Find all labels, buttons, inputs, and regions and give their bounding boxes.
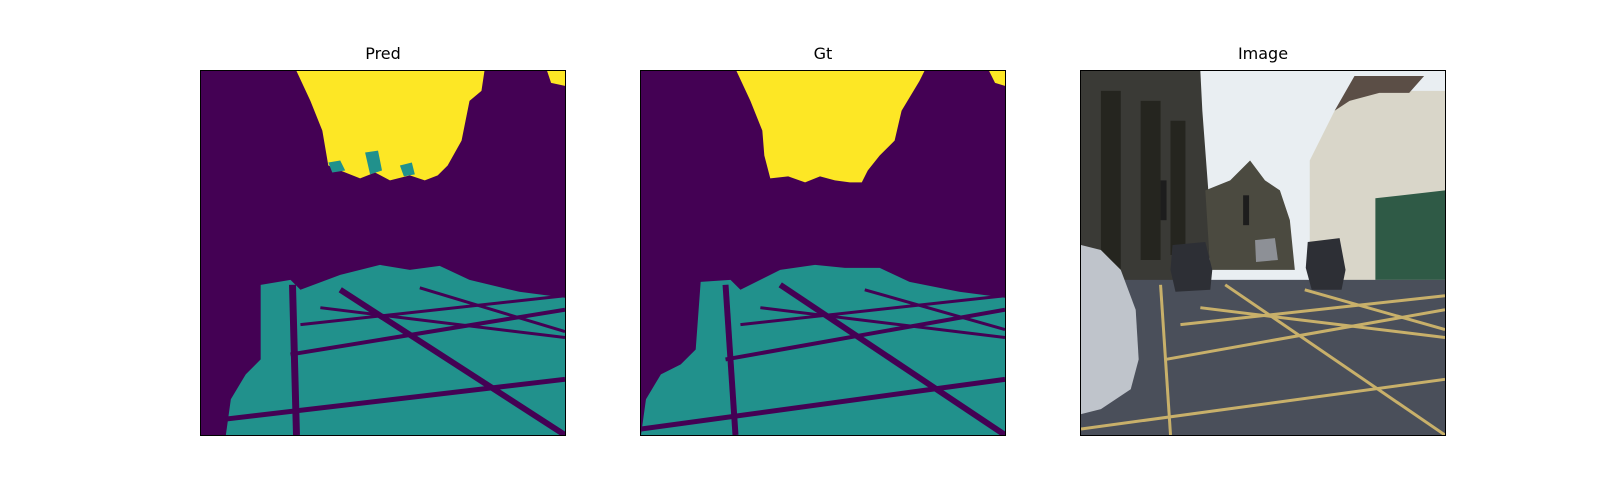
street-photo-graphic [1081, 71, 1445, 435]
pred-sky-region-corner [547, 71, 565, 86]
gt-lane-markings [641, 282, 1005, 435]
pred-panel: Pred [200, 0, 566, 440]
photo-shopfront [1375, 190, 1445, 280]
street-photo [1080, 70, 1446, 436]
photo-traffic-light-center [1243, 195, 1250, 226]
photo-right-roof [1334, 75, 1425, 111]
gt-sky-region [736, 71, 925, 183]
pred-lane-markings [225, 284, 565, 435]
pred-sky-region [296, 71, 485, 181]
photo-left-building-detail [1100, 90, 1186, 270]
pred-mask [200, 70, 566, 436]
photo-traffic-light-left [1160, 180, 1167, 221]
gt-mask [640, 70, 1006, 436]
gt-sky-region-corner [989, 71, 1005, 86]
image-panel: Image [1080, 0, 1446, 440]
photo-car-center [1170, 242, 1213, 292]
photo-car-right [1305, 238, 1346, 290]
photo-car-far [1255, 238, 1278, 262]
photo-car-left [1081, 245, 1139, 415]
gt-mask-graphic [641, 71, 1005, 435]
gt-panel: Gt [640, 0, 1006, 440]
pred-mask-graphic [201, 71, 565, 435]
photo-road-markings [1081, 283, 1445, 435]
pred-title: Pred [365, 44, 401, 63]
gt-title: Gt [813, 44, 833, 63]
pred-sky-speckle [328, 150, 415, 177]
photo-road [1081, 279, 1445, 435]
image-title: Image [1237, 44, 1289, 63]
